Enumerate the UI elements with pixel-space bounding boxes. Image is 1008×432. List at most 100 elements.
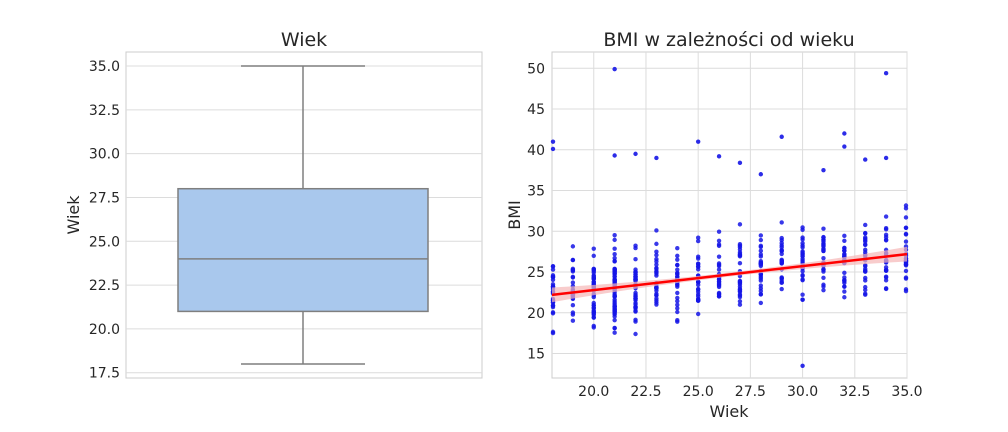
scatter-point [842, 233, 847, 239]
scatter-point [842, 289, 847, 294]
scatter-point [883, 70, 889, 76]
scatter-point [821, 275, 826, 280]
scatter-point [675, 282, 680, 287]
scatter-point [612, 274, 617, 279]
scatter-point [800, 243, 805, 248]
scatter-x-axis-label: Wiek [709, 402, 749, 421]
scatter-point [633, 151, 638, 157]
scatter-point [800, 227, 805, 232]
scatter-point [675, 306, 680, 311]
scatter-point [737, 251, 743, 257]
scatter-point [863, 284, 868, 290]
scatter-point [570, 280, 576, 285]
scatter-y-tick-label: 20 [527, 306, 545, 322]
scatter-point [779, 251, 784, 257]
scatter-point [903, 262, 909, 267]
scatter-point [800, 249, 805, 254]
regression-line [551, 252, 908, 297]
scatter-point [633, 290, 638, 296]
scatter-point [550, 146, 556, 152]
scatter-point [863, 291, 868, 296]
boxplot-y-tick-label: 32.5 [89, 103, 120, 119]
scatter-point [550, 267, 556, 272]
scatter-point [883, 227, 889, 232]
scatter-point [550, 274, 556, 279]
scatter-point [591, 305, 596, 311]
scatter-point [758, 300, 764, 306]
scatter-point [800, 292, 805, 297]
scatter-point [675, 271, 680, 277]
scatter-x-tick-label: 27.5 [735, 384, 766, 400]
scatter-point [863, 236, 868, 242]
scatter-point [863, 269, 868, 274]
scatter-point [842, 270, 847, 276]
scatter-point [550, 139, 556, 144]
scatter-point [821, 284, 826, 289]
scatter-point [883, 286, 889, 291]
scatter-point [737, 289, 743, 294]
scatter-point [633, 295, 638, 301]
scatter-point [737, 278, 743, 284]
scatter-point [654, 249, 659, 254]
scatter-x-tick-label: 35.0 [891, 384, 922, 400]
scatter-point [654, 302, 659, 307]
scatter-point [758, 262, 764, 267]
boxplot-y-tick-label: 25.0 [89, 234, 120, 250]
scatter-point [903, 203, 909, 208]
scatter-point [612, 330, 617, 335]
scatter-y-tick-label: 35 [527, 184, 545, 200]
scatter-point [800, 235, 805, 240]
scatter-point [716, 262, 722, 267]
scatter-point [591, 323, 596, 329]
scatter-point [654, 155, 659, 161]
scatter-point [654, 266, 659, 272]
scatter-point [842, 295, 847, 300]
iqr-box [177, 187, 429, 313]
scatter-point [800, 254, 805, 259]
scatter-point [675, 302, 680, 308]
scatter-point [612, 269, 617, 274]
scatter-y-tick-label: 50 [527, 61, 545, 77]
scatter-point [716, 229, 722, 234]
scatter-point [779, 286, 784, 292]
scatter-point [570, 312, 576, 317]
scatter-point [758, 252, 764, 257]
scatter-point [612, 294, 617, 299]
scatter-point [779, 280, 784, 285]
scatter-title: BMI w zależności od wieku [603, 29, 854, 51]
scatter-point [903, 276, 909, 281]
scatter-point [903, 268, 909, 274]
scatter-point [758, 283, 764, 288]
scatter-point [675, 257, 680, 262]
scatter-point [716, 294, 722, 299]
scatter-point [633, 300, 638, 306]
scatter-point [675, 253, 680, 259]
scatter-point [612, 246, 617, 251]
scatter-point [842, 144, 847, 149]
scatter-point [737, 294, 743, 300]
scatter-point [591, 294, 596, 300]
scatter-point [758, 292, 764, 297]
scatter-point [654, 262, 659, 267]
scatter-x-tick-label: 22.5 [630, 384, 661, 400]
scatter-point [633, 274, 638, 280]
boxplot-y-tick-label: 17.5 [89, 366, 120, 382]
scatter-y-tick-label: 30 [527, 224, 545, 240]
scatter-point [591, 253, 596, 258]
scatter-point [863, 230, 868, 236]
scatter-y-axis-label: BMI [505, 200, 524, 230]
scatter-point [591, 300, 596, 306]
scatter-point [863, 242, 868, 248]
boxplot-y-axis-label: Wiek [64, 195, 83, 235]
scatter-point [883, 278, 889, 283]
scatter-point [821, 167, 826, 173]
scatter-point [883, 214, 889, 219]
scatter-point [903, 239, 909, 244]
scatter-point [633, 331, 638, 337]
scatter-point [821, 243, 826, 248]
scatter-point [716, 267, 722, 272]
scatter-point [737, 260, 743, 266]
scatter-point [612, 309, 617, 314]
boxplot-title: Wiek [281, 29, 327, 51]
scatter-point [903, 232, 909, 237]
